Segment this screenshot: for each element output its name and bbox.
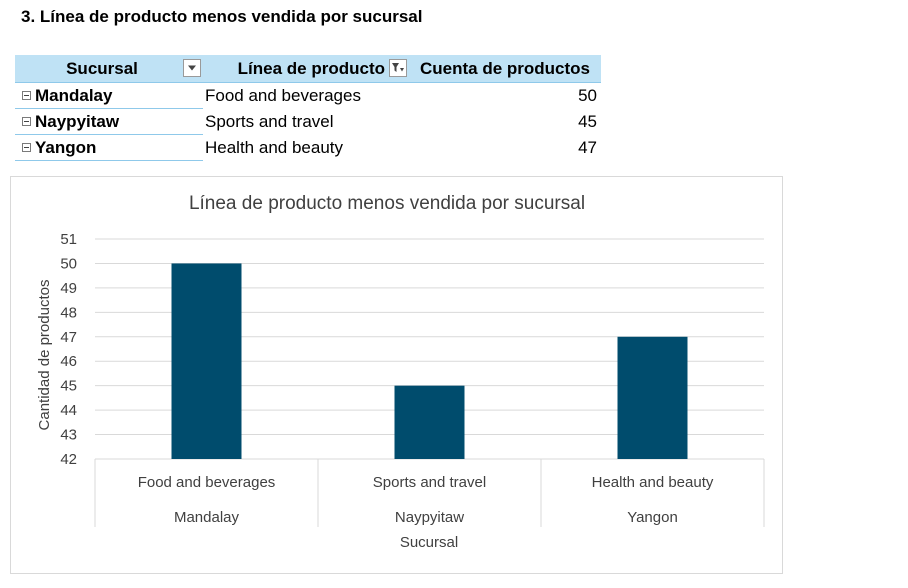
- chart-title: Línea de producto menos vendida por sucu…: [189, 193, 585, 214]
- y-tick-label: 44: [60, 402, 77, 419]
- sucursal-filter-dropdown-icon[interactable]: [183, 59, 201, 77]
- bar-mandalay[interactable]: [171, 263, 242, 459]
- pivot-cell-sucursal: Yangon: [15, 135, 203, 161]
- pivot-cell-cuenta: 45: [578, 112, 597, 131]
- y-tick-label: 47: [60, 329, 77, 346]
- bar-naypyitaw[interactable]: [394, 385, 465, 459]
- y-tick-label: 45: [60, 378, 77, 395]
- pivot-sucursal-text: Naypyitaw: [35, 111, 120, 131]
- pivot-cell-linea: Health and beauty: [205, 138, 343, 157]
- collapse-icon[interactable]: [22, 117, 31, 126]
- x-category-product-line: Health and beauty: [592, 474, 714, 491]
- section-heading: 3. Línea de producto menos vendida por s…: [21, 7, 423, 26]
- pivot-sucursal-text: Yangon: [35, 137, 97, 157]
- x-category-product-line: Sports and travel: [373, 474, 486, 491]
- pivot-header-cuenta: Cuenta de productos: [409, 55, 601, 82]
- pivot-cell-cuenta: 50: [578, 86, 597, 105]
- pivot-cell-linea: Sports and travel: [205, 112, 334, 131]
- pivot-header-cuenta-label: Cuenta de productos: [419, 58, 590, 78]
- y-tick-label: 46: [60, 353, 77, 370]
- chart-canvas: Línea de producto menos vendida por sucu…: [36, 193, 765, 551]
- pivot-cell-sucursal: Mandalay: [15, 83, 203, 109]
- pivot-cell-sucursal: Naypyitaw: [15, 109, 203, 135]
- pivot-header-linea: Línea de producto: [203, 55, 409, 82]
- pivot-header-row: Sucursal Línea de producto Cuenta de pro…: [15, 55, 601, 83]
- x-category-branch: Naypyitaw: [395, 509, 464, 526]
- pivot-table: Sucursal Línea de producto Cuenta de pro…: [15, 55, 601, 161]
- x-category-product-line: Food and beverages: [138, 474, 276, 491]
- x-axis-title: Sucursal: [400, 534, 458, 551]
- pivot-chart[interactable]: Línea de producto menos vendida por sucu…: [10, 176, 783, 574]
- pivot-header-linea-label: Línea de producto: [237, 58, 385, 78]
- pivot-header-sucursal: Sucursal: [15, 55, 203, 82]
- y-axis-title: Cantidad de productos: [36, 280, 53, 431]
- collapse-icon[interactable]: [22, 143, 31, 152]
- pivot-row: Naypyitaw Sports and travel 45: [15, 109, 601, 135]
- x-category-branch: Mandalay: [174, 509, 240, 526]
- pivot-row: Mandalay Food and beverages 50: [15, 83, 601, 109]
- collapse-icon[interactable]: [22, 91, 31, 100]
- y-tick-label: 51: [60, 231, 77, 248]
- y-tick-label: 43: [60, 427, 77, 444]
- pivot-header-sucursal-label: Sucursal: [66, 58, 138, 78]
- x-category-branch: Yangon: [627, 509, 678, 526]
- y-tick-label: 48: [60, 304, 77, 321]
- y-tick-label: 50: [60, 255, 77, 272]
- bar-yangon[interactable]: [617, 336, 688, 459]
- pivot-row: Yangon Health and beauty 47: [15, 135, 601, 161]
- pivot-sucursal-text: Mandalay: [35, 85, 113, 105]
- linea-filter-applied-icon[interactable]: [389, 59, 407, 77]
- pivot-cell-cuenta: 47: [578, 138, 597, 157]
- pivot-cell-linea: Food and beverages: [205, 86, 361, 105]
- y-tick-label: 49: [60, 280, 77, 297]
- y-tick-label: 42: [60, 451, 77, 468]
